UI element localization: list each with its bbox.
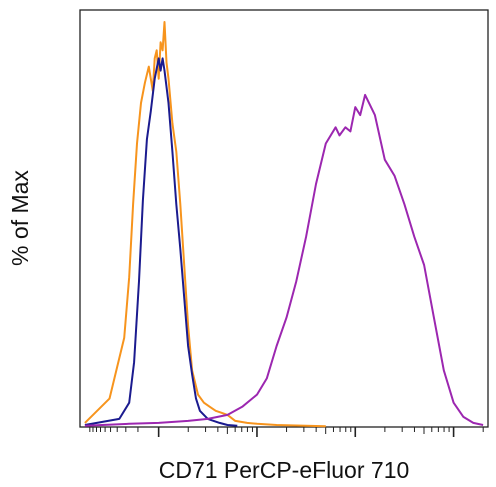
histogram-curves	[84, 21, 484, 428]
x-axis-title: CD71 PerCP-eFluor 710	[159, 457, 410, 483]
y-axis-title: % of Max	[7, 170, 33, 266]
x-axis-ticks	[89, 427, 484, 437]
histogram-series-1	[84, 21, 326, 428]
histogram-series-3	[84, 93, 484, 427]
histogram-series-2	[84, 57, 238, 427]
plot-frame	[79, 9, 489, 428]
